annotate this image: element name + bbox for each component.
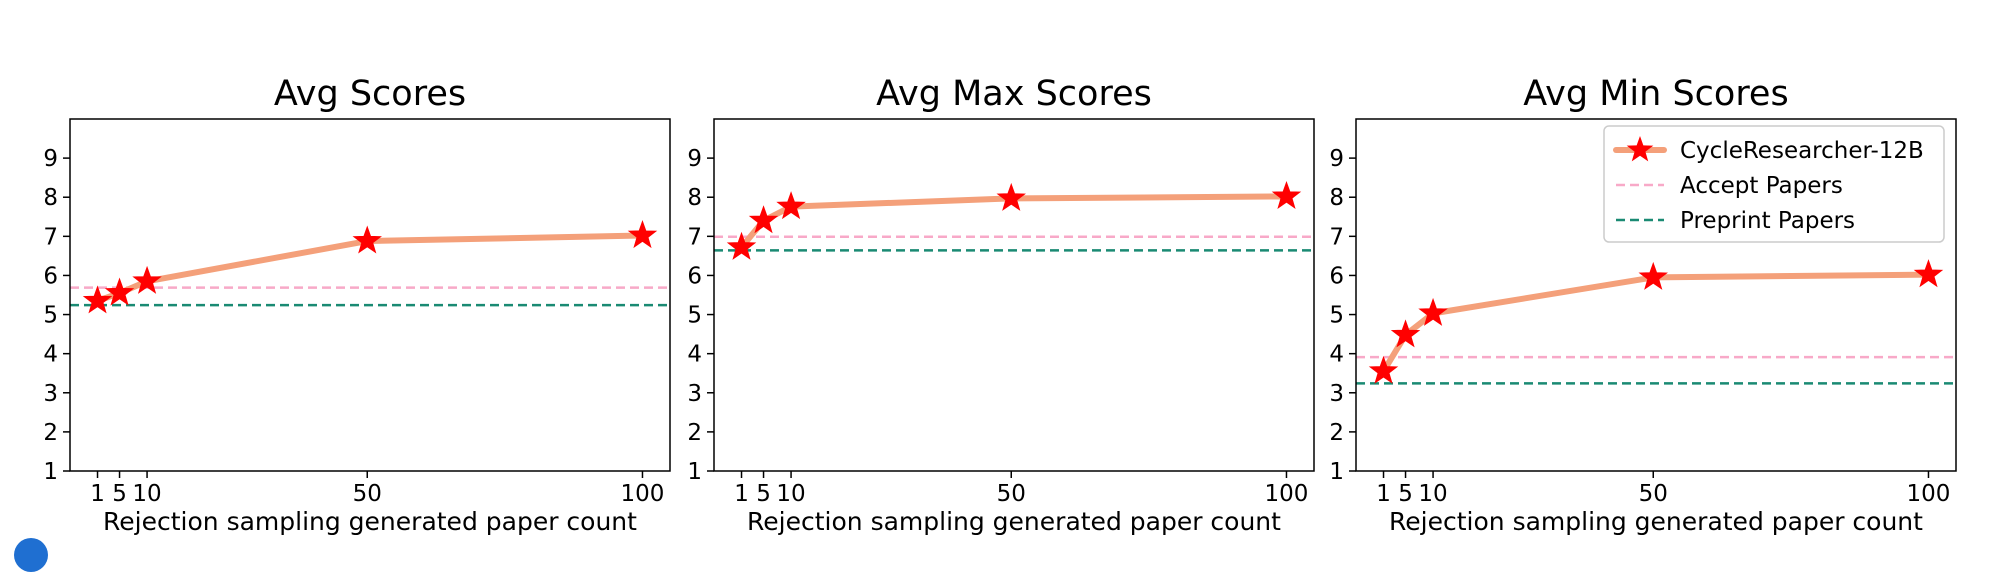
y-tick-label: 1	[687, 459, 702, 485]
chart-title: Avg Scores	[274, 74, 466, 114]
chart-title: Avg Max Scores	[876, 74, 1152, 114]
y-tick-label: 1	[1329, 459, 1344, 485]
data-point-star	[132, 265, 162, 294]
y-tick-label: 2	[687, 420, 702, 446]
y-tick-label: 3	[1329, 381, 1344, 407]
x-tick-label: 50	[353, 481, 382, 507]
x-tick-label: 100	[1265, 481, 1309, 507]
x-tick-label: 5	[112, 481, 127, 507]
x-tick-label: 100	[621, 481, 665, 507]
y-tick-label: 4	[43, 342, 58, 368]
x-tick-label: 1	[90, 481, 105, 507]
y-tick-label: 5	[43, 303, 58, 329]
y-tick-label: 8	[1329, 185, 1344, 211]
x-axis-label: Rejection sampling generated paper count	[747, 507, 1281, 536]
legend-box	[1603, 125, 1945, 243]
x-tick-label: 1	[1376, 481, 1391, 507]
data-point-star	[352, 225, 382, 254]
y-tick-label: 8	[687, 185, 702, 211]
y-tick-label: 9	[43, 146, 58, 172]
y-tick-label: 7	[1329, 224, 1344, 250]
y-tick-label: 2	[1329, 420, 1344, 446]
y-tick-label: 5	[1329, 303, 1344, 329]
data-point-star	[748, 205, 779, 234]
corner-badge	[14, 538, 48, 572]
y-tick-label: 7	[43, 224, 58, 250]
y-tick-label: 5	[687, 303, 702, 329]
y-tick-label: 6	[43, 263, 58, 289]
data-point-star	[1390, 319, 1421, 348]
y-tick-label: 6	[687, 263, 702, 289]
x-tick-label: 10	[776, 481, 805, 507]
plot-frame	[1355, 118, 1957, 472]
y-tick-label: 8	[43, 185, 58, 211]
data-point-star	[996, 182, 1026, 211]
y-tick-label: 9	[1329, 146, 1344, 172]
y-tick-label: 7	[687, 224, 702, 250]
y-tick-label: 4	[1329, 342, 1344, 368]
data-point-star	[104, 277, 135, 306]
legend-swatch-star	[1626, 136, 1654, 162]
data-point-star	[1913, 259, 1944, 288]
data-point-star	[627, 220, 658, 249]
data-point-star	[1368, 355, 1399, 384]
y-tick-label: 3	[687, 381, 702, 407]
y-tick-label: 4	[687, 342, 702, 368]
y-tick-label: 6	[1329, 263, 1344, 289]
y-tick-label: 9	[687, 146, 702, 172]
x-tick-label: 1	[734, 481, 749, 507]
chart-legend: CycleResearcher-12B Accept Papers Preprint…	[1603, 125, 1945, 243]
y-tick-label: 2	[43, 420, 58, 446]
legend-label: Preprint Papers	[1680, 208, 1855, 234]
plot-frame	[713, 118, 1315, 472]
x-tick-label: 50	[997, 481, 1026, 507]
data-point-star	[82, 285, 113, 314]
legend-label: CycleResearcher-12B	[1680, 138, 1924, 164]
x-tick-label: 50	[1639, 481, 1668, 507]
x-axis-label: Rejection sampling generated paper count	[103, 507, 637, 536]
legend-label: Accept Papers	[1680, 173, 1843, 199]
data-point-star	[1638, 261, 1668, 290]
x-tick-label: 5	[756, 481, 771, 507]
data-point-star	[1271, 180, 1302, 209]
x-tick-label: 10	[1418, 481, 1447, 507]
x-axis-label: Rejection sampling generated paper count	[1389, 507, 1923, 536]
data-point-star	[776, 191, 806, 220]
chart-title: Avg Min Scores	[1523, 74, 1788, 114]
x-tick-label: 100	[1907, 481, 1951, 507]
x-tick-label: 10	[132, 481, 161, 507]
y-tick-label: 3	[43, 381, 58, 407]
plot-frame	[69, 118, 671, 472]
data-point-star	[726, 231, 757, 260]
y-tick-label: 1	[43, 459, 58, 485]
x-tick-label: 5	[1398, 481, 1413, 507]
data-point-star	[1418, 297, 1448, 326]
